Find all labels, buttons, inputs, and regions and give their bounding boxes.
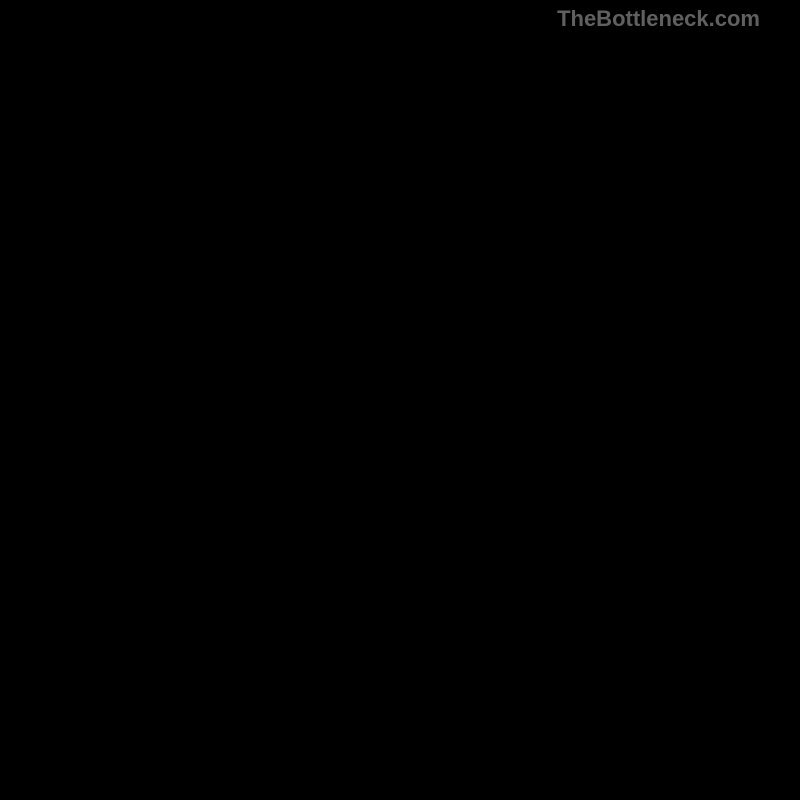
watermark-text: TheBottleneck.com	[557, 6, 760, 32]
chart-container: TheBottleneck.com	[0, 0, 800, 800]
bottleneck-heatmap	[40, 30, 760, 760]
